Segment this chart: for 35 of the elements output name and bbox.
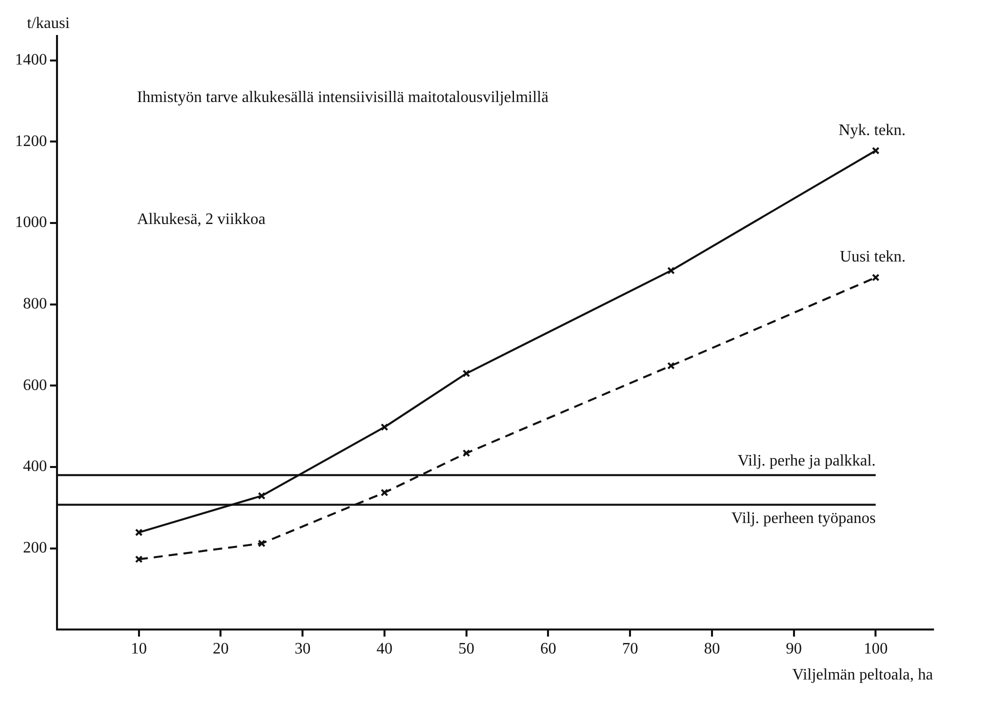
point — [258, 492, 266, 500]
point — [872, 274, 880, 282]
y-tick-label: 400 — [23, 458, 47, 476]
point — [667, 266, 675, 274]
y-tick-label: 600 — [23, 376, 47, 394]
text: Ihmistyön tarve alkukesällä intensiivisillä maitotalousviljelmillä — [137, 89, 548, 106]
point — [380, 488, 388, 496]
y-tick-label: 800 — [23, 296, 47, 313]
series-label: Uusi tekn. — [840, 248, 906, 266]
point — [380, 423, 388, 431]
annotation: Alkukesä, 2 viikkoa — [137, 211, 266, 228]
x-axis-title: Viljelmän peltoala, ha — [792, 666, 933, 684]
x-tick-label: 90 — [786, 640, 802, 658]
y-axis-title: t/kausi — [27, 15, 70, 32]
ref-line-label: Vilj. perheen työpanos — [731, 510, 876, 527]
x-tick-label: 30 — [294, 640, 311, 658]
y-tick-label: 200 — [23, 539, 47, 556]
ref-line-label: Vilj. perhe ja palkkal. — [738, 452, 876, 470]
x-tick-label: 40 — [376, 640, 392, 658]
x-tick-label: 60 — [540, 640, 556, 658]
y-tick-label: 1000 — [15, 214, 47, 232]
x-tick-label: 50 — [458, 640, 474, 658]
x-tick-label: 70 — [622, 640, 638, 658]
x-tick-label: 20 — [212, 640, 229, 658]
point — [462, 449, 470, 457]
x-tick-label: 100 — [864, 640, 888, 658]
y-tick-label: 1200 — [15, 132, 47, 150]
x-tick-label: 80 — [704, 640, 720, 658]
y-tick-label: 1400 — [15, 52, 47, 69]
point — [667, 362, 675, 370]
x-tick-label: 10 — [130, 640, 147, 658]
point — [258, 540, 266, 548]
point — [462, 370, 470, 378]
point — [135, 555, 143, 564]
series-label: Nyk. tekn. — [838, 122, 906, 139]
